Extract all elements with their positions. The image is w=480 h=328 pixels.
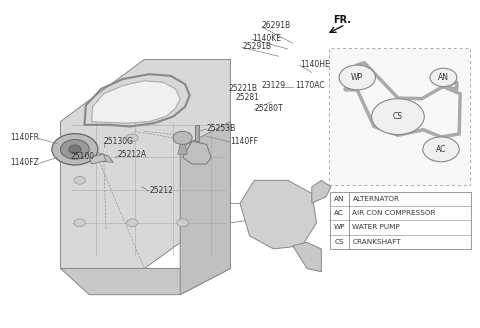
Circle shape [173, 131, 192, 144]
Text: 25291B: 25291B [242, 42, 272, 51]
Polygon shape [240, 180, 317, 249]
Circle shape [74, 219, 85, 227]
Text: CS: CS [334, 239, 344, 245]
Text: 23129: 23129 [262, 81, 286, 90]
Text: CS: CS [393, 112, 403, 121]
Circle shape [74, 176, 85, 184]
Circle shape [74, 134, 85, 142]
Circle shape [430, 68, 457, 87]
Text: 25212: 25212 [149, 186, 173, 195]
FancyBboxPatch shape [328, 48, 470, 185]
Circle shape [372, 99, 424, 134]
Text: AC: AC [334, 210, 344, 216]
Circle shape [177, 134, 188, 142]
Text: AC: AC [436, 145, 446, 154]
Polygon shape [194, 125, 199, 141]
Text: WP: WP [351, 73, 363, 82]
Polygon shape [92, 151, 113, 162]
Text: 25100: 25100 [70, 152, 94, 161]
Text: 26291B: 26291B [262, 21, 291, 30]
Circle shape [339, 65, 375, 90]
Circle shape [69, 145, 81, 154]
Polygon shape [180, 122, 230, 295]
Circle shape [127, 219, 138, 227]
Circle shape [52, 133, 98, 165]
Text: 25130G: 25130G [104, 137, 133, 146]
Text: 25253B: 25253B [206, 124, 236, 133]
Text: ALTERNATOR: ALTERNATOR [352, 196, 399, 202]
Text: AN: AN [334, 196, 344, 202]
Text: CRANKSHAFT: CRANKSHAFT [352, 239, 401, 245]
Text: 1140HE: 1140HE [300, 60, 330, 69]
Text: AN: AN [438, 73, 449, 82]
Polygon shape [92, 81, 180, 123]
Text: 25281: 25281 [235, 92, 259, 102]
FancyBboxPatch shape [329, 192, 471, 249]
Text: 25221B: 25221B [228, 84, 257, 93]
Text: 1140FR: 1140FR [10, 133, 39, 142]
Text: 1140KE: 1140KE [252, 34, 281, 43]
Circle shape [423, 137, 459, 162]
Polygon shape [178, 144, 187, 154]
Text: 1140FZ: 1140FZ [10, 158, 39, 167]
Text: 25280T: 25280T [254, 104, 283, 113]
Circle shape [60, 139, 89, 159]
Text: WP: WP [333, 224, 345, 231]
Text: AIR CON COMPRESSOR: AIR CON COMPRESSOR [352, 210, 436, 216]
Circle shape [127, 134, 138, 142]
Text: 25212A: 25212A [118, 150, 147, 159]
Text: WATER PUMP: WATER PUMP [352, 224, 400, 231]
Polygon shape [89, 154, 106, 164]
Polygon shape [60, 59, 230, 269]
Polygon shape [60, 269, 230, 295]
Text: FR.: FR. [333, 15, 351, 25]
Polygon shape [293, 242, 322, 272]
Polygon shape [312, 180, 331, 203]
Text: 1170AC: 1170AC [295, 81, 324, 90]
Circle shape [177, 219, 188, 227]
Text: 1140FF: 1140FF [230, 137, 258, 146]
Polygon shape [182, 141, 211, 164]
